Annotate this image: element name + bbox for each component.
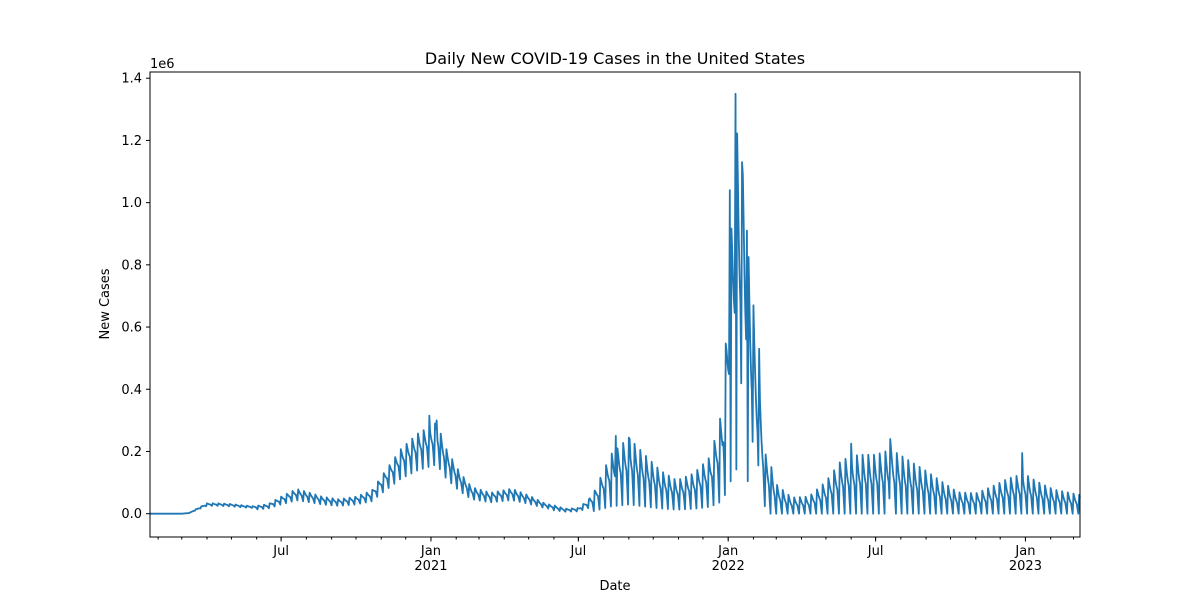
plot-area — [149, 92, 1081, 515]
x-tick-sublabel: 2021 — [414, 559, 447, 574]
y-tick-label: 1.4 — [121, 72, 142, 87]
y-axis-ticks: 0.0 0.2 0.4 0.6 0.8 1.0 1.2 1.4 — [121, 72, 150, 522]
y-offset-label: 1e6 — [150, 57, 175, 72]
y-tick-label: 1.2 — [121, 134, 142, 149]
x-axis-label: Date — [599, 579, 630, 594]
plot-frame — [149, 71, 1081, 538]
series-line — [149, 92, 1081, 515]
x-tick-sublabel: 2022 — [712, 559, 745, 574]
chart-title: Daily New COVID-19 Cases in the United S… — [425, 49, 805, 68]
x-tick-label: Jul — [272, 544, 289, 559]
y-tick-label: 1.0 — [121, 196, 142, 211]
y-tick-label: 0.8 — [121, 258, 142, 273]
y-tick-label: 0.4 — [121, 383, 142, 398]
y-tick-label: 0.0 — [121, 507, 142, 522]
x-tick-sublabel: 2023 — [1009, 559, 1042, 574]
y-tick-label: 0.2 — [121, 445, 142, 460]
y-tick-label: 0.6 — [121, 321, 142, 336]
x-tick-label: Jan — [420, 544, 441, 559]
y-axis-label: New Cases — [98, 268, 113, 339]
x-tick-label: Jul — [867, 544, 884, 559]
x-tick-label: Jan — [1014, 544, 1035, 559]
x-tick-label: Jan — [717, 544, 738, 559]
x-tick-label: Jul — [570, 544, 587, 559]
